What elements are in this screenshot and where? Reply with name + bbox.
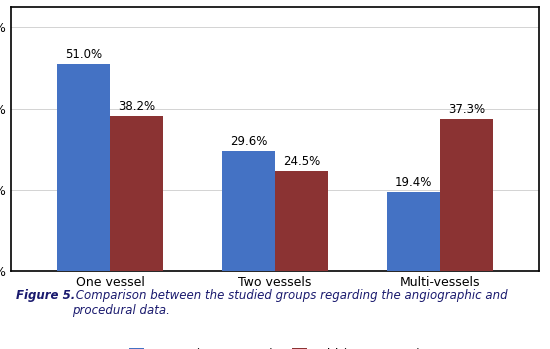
Bar — [440, 119, 493, 271]
Title: Number of diseased vessels: Number of diseased vessels — [134, 0, 416, 3]
Bar — [275, 171, 328, 271]
Text: 19.4%: 19.4% — [395, 176, 432, 189]
Legend: Young (≤ 40 years), Old (> 40 years): Young (≤ 40 years), Old (> 40 years) — [125, 344, 425, 349]
Bar — [57, 64, 110, 271]
Text: Comparison between the studied groups regarding the angiographic and procedural : Comparison between the studied groups re… — [72, 289, 507, 317]
Bar — [222, 151, 275, 271]
Text: 24.5%: 24.5% — [283, 155, 320, 168]
Bar — [387, 192, 440, 271]
Text: Figure 5.: Figure 5. — [16, 289, 75, 302]
Text: 51.0%: 51.0% — [65, 47, 102, 61]
Text: 29.6%: 29.6% — [230, 134, 267, 148]
Bar — [110, 116, 163, 271]
Text: 38.2%: 38.2% — [118, 99, 155, 113]
Text: 37.3%: 37.3% — [448, 103, 485, 116]
